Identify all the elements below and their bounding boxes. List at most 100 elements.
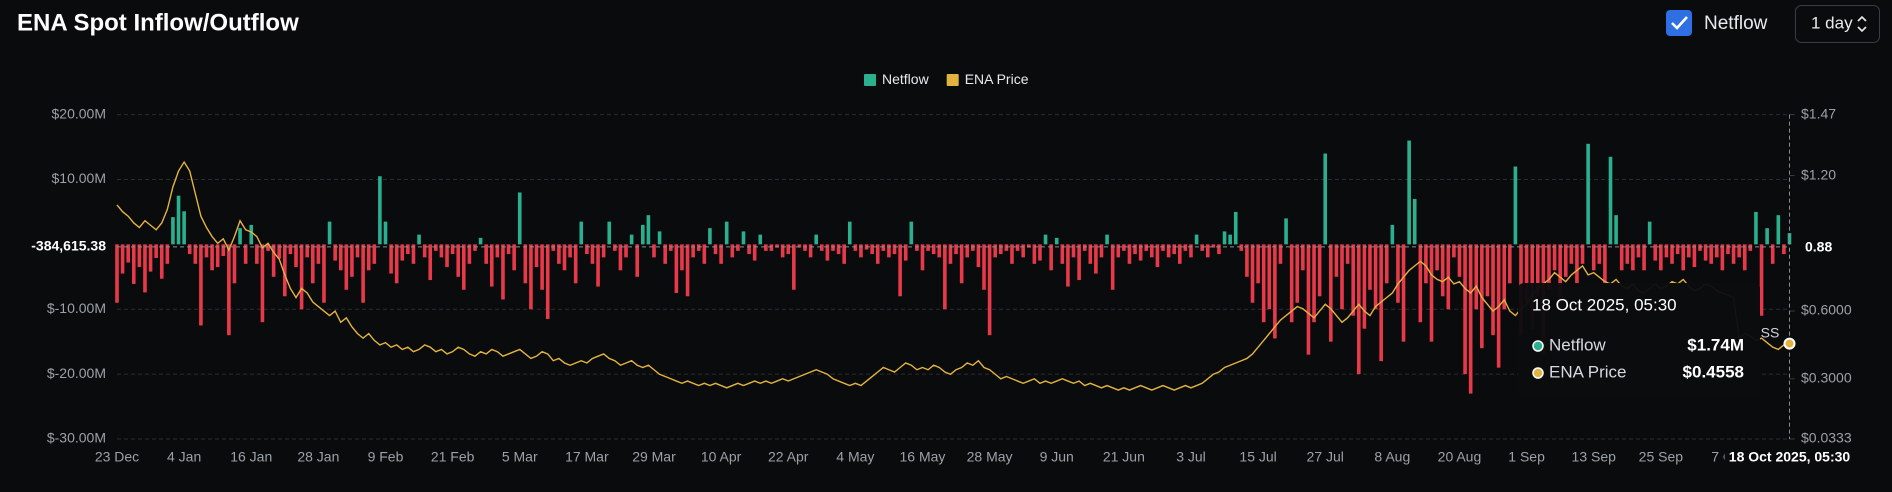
- bar: [1485, 244, 1490, 297]
- bar: [1105, 234, 1109, 245]
- bar: [327, 221, 332, 245]
- bar: [165, 244, 170, 264]
- bar: [847, 221, 852, 245]
- bar: [260, 244, 265, 323]
- bar: [1189, 244, 1193, 258]
- bar: [154, 244, 158, 258]
- bar: [439, 244, 444, 258]
- bar: [148, 244, 153, 272]
- bar: [646, 215, 651, 245]
- bar: [1742, 244, 1747, 271]
- bar: [540, 244, 544, 290]
- annotation: SS: [1761, 325, 1780, 341]
- bar: [1110, 244, 1115, 290]
- tooltip-name: ENA Price: [1549, 362, 1626, 381]
- bar: [752, 244, 757, 261]
- bar: [870, 244, 874, 255]
- bar: [1144, 244, 1149, 251]
- checkbox[interactable]: [1666, 10, 1692, 36]
- bar: [204, 244, 209, 258]
- bar: [221, 244, 226, 257]
- bar: [1183, 244, 1188, 251]
- bar: [255, 244, 259, 264]
- bar: [1636, 244, 1641, 258]
- page-title: ENA Spot Inflow/Outflow: [17, 9, 299, 36]
- x-tick-label: 25 Sep: [1639, 449, 1684, 465]
- x-tick-label: 28 Jan: [297, 449, 339, 465]
- bar: [322, 244, 326, 303]
- bar: [1127, 244, 1132, 264]
- x-tick-label: 17 Mar: [565, 449, 609, 465]
- bar: [915, 244, 919, 251]
- bar: [1054, 237, 1059, 245]
- bar: [696, 244, 701, 251]
- bar: [881, 244, 886, 251]
- bar: [1642, 244, 1646, 271]
- interval-select[interactable]: 1 day: [1795, 5, 1880, 43]
- x-tick-label: 13 Sep: [1572, 449, 1617, 465]
- crosshair-y2-label: 0.88: [1805, 239, 1832, 255]
- bar: [159, 244, 164, 279]
- netflow-toggle[interactable]: Netflow: [1666, 10, 1768, 36]
- bar: [378, 176, 382, 245]
- bar: [1474, 244, 1479, 310]
- bar: [383, 221, 388, 245]
- bar: [243, 244, 248, 264]
- bar: [1653, 244, 1658, 261]
- bar: [557, 244, 561, 264]
- bar: [1647, 221, 1652, 245]
- bar: [1312, 244, 1316, 323]
- bar: [747, 244, 751, 255]
- bar: [428, 244, 433, 281]
- bar: [836, 244, 841, 255]
- bar: [719, 244, 723, 264]
- bar: [1122, 244, 1126, 251]
- bar: [892, 244, 897, 255]
- bar: [641, 224, 645, 245]
- x-tick-label: 16 May: [900, 449, 946, 465]
- y2-tick-label: $0.0333: [1801, 430, 1852, 446]
- bar: [1233, 211, 1238, 245]
- bar: [596, 244, 600, 287]
- bar: [691, 244, 695, 258]
- bar: [1776, 215, 1781, 245]
- bar: [1261, 244, 1266, 323]
- bar: [1116, 244, 1121, 258]
- bar: [1591, 244, 1596, 271]
- bar: [1356, 244, 1361, 375]
- bar: [898, 244, 902, 297]
- bar: [1088, 244, 1093, 264]
- bar: [1211, 244, 1216, 248]
- bar: [182, 211, 186, 245]
- bar: [562, 244, 567, 271]
- bar: [1306, 244, 1311, 355]
- bar: [1015, 244, 1020, 251]
- bar: [1329, 244, 1333, 342]
- legend-label: ENA Price: [965, 71, 1029, 87]
- bar: [1032, 244, 1037, 264]
- bar: [1384, 244, 1389, 284]
- bar: [1071, 244, 1076, 258]
- bar: [1166, 244, 1171, 258]
- bar: [1205, 244, 1210, 258]
- x-tick-label: 9 Feb: [368, 449, 404, 465]
- bar: [819, 244, 824, 251]
- bar: [579, 221, 584, 245]
- bar: [618, 244, 623, 271]
- bar: [249, 224, 254, 245]
- bar: [1731, 244, 1736, 264]
- bar: [803, 244, 807, 251]
- bar: [1239, 244, 1244, 251]
- dropdown[interactable]: [1795, 5, 1880, 43]
- bar: [176, 195, 181, 245]
- bar: [484, 244, 488, 264]
- bar: [943, 244, 947, 310]
- bar: [1284, 218, 1288, 245]
- tooltip-dot: [1532, 340, 1544, 352]
- bar: [1547, 244, 1551, 290]
- x-tick-label: 5 Mar: [502, 449, 538, 465]
- bar: [987, 244, 992, 336]
- bar: [1278, 244, 1283, 264]
- bar: [1754, 211, 1758, 245]
